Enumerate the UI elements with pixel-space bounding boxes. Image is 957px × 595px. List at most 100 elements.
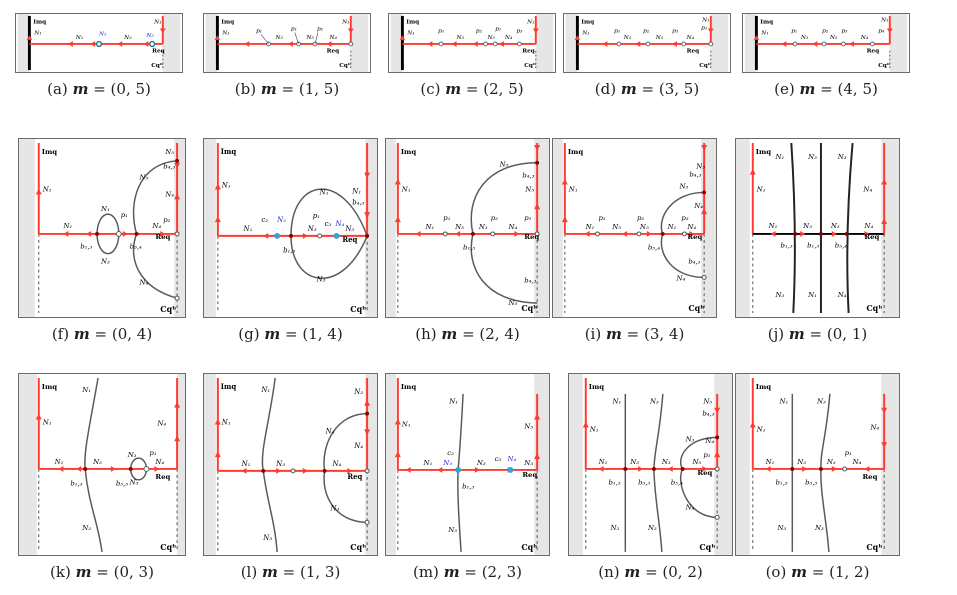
svg-text:N₄: N₄ — [686, 223, 696, 231]
svg-text:c₂: c₂ — [447, 449, 454, 457]
svg-text:p₃: p₃ — [516, 28, 523, 34]
caption-l: (l) m = (1, 3) — [240, 563, 341, 581]
svg-text:N₄: N₄ — [693, 202, 703, 210]
svg-text:N₅: N₅ — [695, 163, 705, 171]
svg-text:N₅: N₅ — [262, 534, 272, 542]
svg-text:p₂: p₂ — [822, 28, 829, 34]
svg-text:N₅: N₅ — [456, 35, 465, 41]
svg-text:Req: Req — [687, 233, 702, 241]
svg-text:Req: Req — [342, 236, 357, 244]
root-locus-plot: Imq N₁ N₁ N₁ c₂ N₅ b₁,₃ N₃ c₃ N₄ N₃ Req … — [386, 374, 549, 555]
svg-text:N₄: N₄ — [869, 423, 879, 431]
caption-m: (m) m = (2, 3) — [412, 563, 523, 581]
svg-text:b₁,₃: b₁,₃ — [283, 247, 295, 255]
svg-text:b₁,₃: b₁,₃ — [80, 243, 92, 251]
panel-b: Imq N₁ p₁ N₅ p₁ N₅ p₂ N₄ N₁ Req Cqʰ — [203, 13, 371, 73]
svg-text:N₄: N₄ — [139, 278, 149, 286]
svg-text:N₄: N₄ — [686, 35, 695, 41]
svg-text:N₁: N₁ — [778, 398, 788, 406]
svg-text:Imq: Imq — [568, 148, 584, 156]
svg-text:p₁: p₁ — [438, 28, 444, 34]
root-locus-plot: Imq N₁ N₁ N₁ N₃ N₄ Req N₃ N₄ N₄ N₃ N₅ Cq… — [204, 374, 377, 555]
svg-text:N₁: N₁ — [423, 459, 433, 467]
svg-text:N₅: N₅ — [499, 161, 509, 169]
svg-text:Req: Req — [697, 469, 712, 477]
svg-text:N₁: N₁ — [260, 386, 270, 394]
svg-text:N₃: N₃ — [523, 422, 533, 430]
svg-text:p₃: p₃ — [672, 28, 679, 34]
svg-text:p₂: p₂ — [643, 28, 650, 34]
svg-text:N₁: N₁ — [319, 188, 329, 196]
svg-text:Req: Req — [155, 473, 170, 481]
svg-text:N₃: N₃ — [330, 504, 340, 512]
svg-text:N₁: N₁ — [611, 398, 621, 406]
svg-text:N₁: N₁ — [589, 425, 599, 433]
svg-text:p₁: p₁ — [524, 214, 531, 222]
svg-text:b₁,₃: b₁,₃ — [70, 480, 82, 488]
svg-text:N₃: N₃ — [629, 458, 639, 466]
svg-text:p₁: p₁ — [791, 28, 797, 34]
svg-text:N₄: N₄ — [156, 419, 166, 427]
svg-text:N₄: N₄ — [863, 222, 873, 230]
svg-text:N₃: N₃ — [647, 524, 657, 532]
svg-text:Cqʰ: Cqʰ — [866, 543, 882, 552]
svg-text:N₁: N₁ — [221, 418, 231, 426]
svg-text:N₅: N₅ — [98, 31, 107, 37]
root-locus-plot: Imq N₁ N₁ N₅ N₅ N₅ N₁ Req Cqʰ — [17, 14, 181, 72]
svg-text:N₃: N₃ — [353, 388, 363, 396]
svg-text:Cqʰ: Cqʰ — [350, 543, 366, 552]
caption-e: (e) m = (4, 5) — [774, 80, 878, 98]
root-locus-plot: Imq N₁ N₁ N₃ N₁ N₃ N₃ N₅ b₁,₃ b₃,₃ b₃,₄ … — [569, 374, 732, 555]
panel-o: Imq N₁ N₁ N₃ N₁ N₃ N₃ p₁ N₄ b₁,₃ b₃,₃ Re… — [735, 373, 900, 556]
svg-text:p₁: p₁ — [149, 449, 156, 457]
caption-d: (d) m = (3, 5) — [594, 80, 700, 98]
svg-text:N₁: N₁ — [42, 185, 52, 193]
svg-text:N₄: N₄ — [504, 35, 513, 41]
svg-text:N₁: N₁ — [775, 153, 785, 161]
svg-text:N₁: N₁ — [756, 425, 766, 433]
root-locus-plot: Imq N₁ N₁ N₁ N₃ b₁,₃ b₃,₃ N₃ N₃ p₁ N₄ Re… — [19, 374, 185, 555]
svg-text:N₁: N₁ — [880, 18, 888, 24]
svg-text:N₅: N₅ — [691, 458, 701, 466]
svg-text:c₃: c₃ — [495, 455, 502, 463]
svg-text:N₁: N₁ — [568, 185, 578, 193]
svg-text:N₃: N₃ — [814, 524, 824, 532]
svg-text:N₄: N₄ — [507, 223, 517, 231]
caption-b: (b) m = (1, 5) — [234, 80, 340, 98]
svg-text:p₁: p₁ — [313, 212, 320, 220]
caption-n: (n) m = (0, 2) — [598, 563, 703, 581]
svg-text:N₁: N₁ — [351, 187, 361, 195]
svg-text:p₂: p₂ — [491, 214, 498, 222]
svg-text:N₃: N₃ — [796, 458, 806, 466]
svg-text:N₅: N₅ — [442, 459, 452, 467]
root-locus-plot: Imq N₁ N₁ c₂ N₅ b₁,₃ N₁ p₁ N₃ c₃ N₄ N₃ N… — [204, 139, 377, 317]
panel-c: Imq N₁ p₁ N₅ p₂ N₅ p₁ N₄ p₃ N₁ Req Cqʰ — [388, 13, 556, 73]
svg-text:Cqʰ: Cqʰ — [521, 543, 537, 552]
svg-text:N₃: N₃ — [775, 291, 785, 299]
svg-text:N₅: N₅ — [623, 35, 632, 41]
svg-text:Req: Req — [687, 49, 700, 55]
panel-m: Imq N₁ N₁ N₁ c₂ N₅ b₁,₃ N₃ c₃ N₄ N₃ Req … — [385, 373, 550, 556]
svg-text:N₁: N₁ — [81, 386, 91, 394]
svg-text:N₁: N₁ — [760, 30, 768, 36]
svg-text:Cqʰ: Cqʰ — [688, 304, 704, 313]
svg-text:Req: Req — [155, 233, 170, 241]
panel-k: Imq N₁ N₁ N₁ N₃ b₁,₃ b₃,₃ N₃ N₃ p₁ N₄ Re… — [18, 373, 186, 556]
svg-text:N₁: N₁ — [701, 18, 709, 24]
root-locus-plot: Imq N₁ N₁ p₁ N₅ b₁,₃ N₃ p₂ N₄ p₁ Req N₅ … — [386, 139, 549, 317]
svg-text:p₂: p₂ — [476, 28, 483, 34]
svg-text:b₁,₃: b₁,₃ — [462, 483, 474, 491]
svg-text:N₄: N₄ — [325, 427, 335, 435]
svg-text:N₃: N₃ — [307, 225, 317, 233]
svg-text:N₄: N₄ — [329, 35, 338, 41]
svg-text:N₄: N₄ — [862, 185, 872, 193]
svg-text:N₄: N₄ — [507, 455, 517, 463]
svg-text:N₃: N₃ — [316, 275, 326, 283]
svg-text:p₂: p₂ — [317, 26, 324, 32]
panel-e: Imq N₁ p₁ N₅ p₂ N₅ p₃ N₄ p₄ N₁ Req Cqʰ — [742, 13, 910, 73]
svg-text:Cqʰ: Cqʰ — [866, 304, 882, 313]
svg-text:N₅: N₅ — [274, 35, 283, 41]
svg-text:p₁: p₁ — [256, 28, 262, 34]
svg-text:N₁: N₁ — [807, 291, 817, 299]
svg-text:p₃: p₃ — [841, 28, 848, 34]
